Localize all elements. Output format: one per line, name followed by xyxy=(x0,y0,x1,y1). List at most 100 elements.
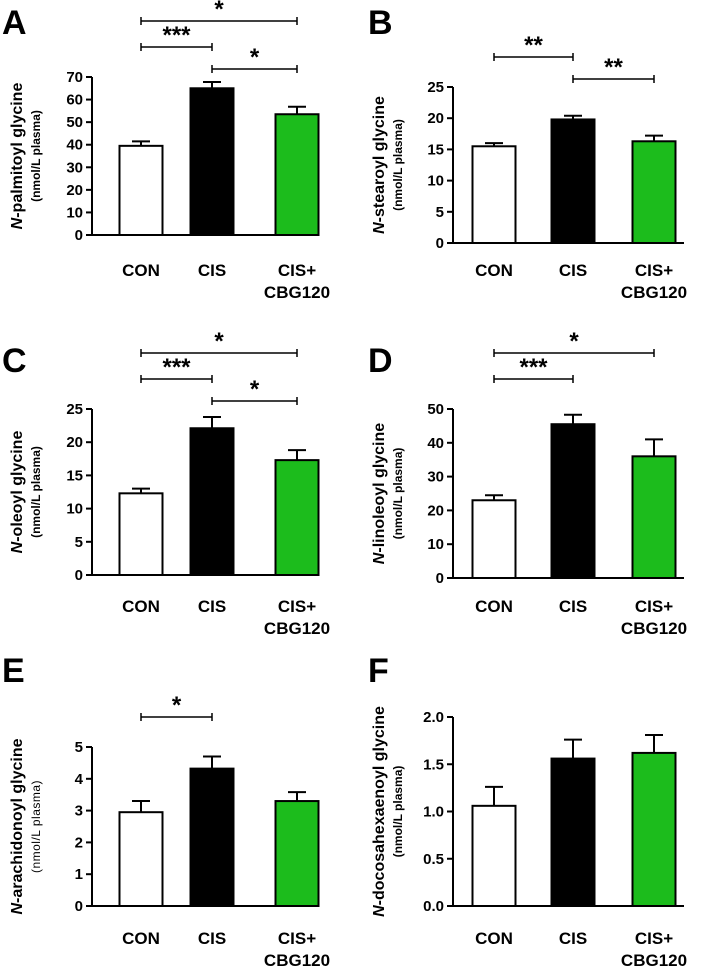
significance-label: * xyxy=(172,692,182,719)
significance-label: * xyxy=(250,44,260,71)
category-label: CIS+ xyxy=(635,929,673,948)
y-tick-label: 40 xyxy=(427,435,444,452)
panel-letter: E xyxy=(2,652,25,690)
significance-label: * xyxy=(569,328,579,355)
y-tick-label: 60 xyxy=(66,92,83,109)
panel-d: D 0 10 20 30 40 50 CON CIS CIS+ CBG120 N-linoleoyl … xyxy=(368,328,687,638)
panel-letter: B xyxy=(368,4,393,42)
y-tick-label: 0.0 xyxy=(423,898,444,915)
bar-con xyxy=(118,811,164,907)
bar-cis xyxy=(189,427,235,577)
y-tick-label: 0 xyxy=(436,570,444,587)
panel-b: B 0 5 10 15 20 25 CON CIS CIS+ CBG120 N-stearoyl gl… xyxy=(368,4,687,302)
panel-e: E 0 1 2 3 4 5 CON CIS CIS+ CBG120 N-arachidonoyl gl… xyxy=(2,652,330,970)
bar-cis-plus-cbg120 xyxy=(274,459,320,576)
category-label: CIS+ xyxy=(278,597,316,616)
category-label: CIS xyxy=(559,929,587,948)
y-tick-label: 30 xyxy=(427,469,444,486)
category-label: CIS+ xyxy=(278,929,316,948)
significance-label: *** xyxy=(162,22,191,49)
bar-cis-plus-cbg120 xyxy=(274,113,320,236)
y-tick-label: 1.0 xyxy=(423,804,444,821)
y-tick-label: 1 xyxy=(75,866,83,883)
y-tick-label: 10 xyxy=(66,204,83,221)
bar-cis xyxy=(550,423,596,579)
y-tick-label: 0 xyxy=(436,235,444,252)
significance-label: * xyxy=(250,376,260,403)
bar-cis xyxy=(189,767,235,908)
y-axis-label: N-arachidonoyl glycine xyxy=(9,738,26,914)
y-tick-label: 5 xyxy=(436,204,444,221)
bar-con xyxy=(471,145,517,244)
bar-cis xyxy=(550,757,596,908)
y-tick-label: 0 xyxy=(75,567,83,584)
y-tick-label: 20 xyxy=(427,502,444,519)
y-axis-unit: (nmol/L plasma) xyxy=(29,446,43,538)
category-label: CBG120 xyxy=(264,951,330,970)
category-label: CBG120 xyxy=(264,283,330,302)
significance-label: ** xyxy=(604,54,623,81)
y-axis-label: N-linoleoyl glycine xyxy=(371,423,388,564)
bar-cis xyxy=(189,87,235,236)
category-label: CON xyxy=(122,929,160,948)
bar-cis-plus-cbg120 xyxy=(631,455,677,580)
y-tick-label: 2.0 xyxy=(423,709,444,726)
category-label: CBG120 xyxy=(621,619,687,638)
panel-letter: F xyxy=(368,652,389,690)
significance-label: * xyxy=(214,0,224,23)
y-tick-label: 0 xyxy=(75,227,83,244)
y-tick-label: 15 xyxy=(66,467,83,484)
y-tick-label: 0.5 xyxy=(423,851,444,868)
category-label: CBG120 xyxy=(264,619,330,638)
y-tick-label: 10 xyxy=(427,536,444,553)
significance-label: ** xyxy=(524,32,543,59)
y-tick-label: 10 xyxy=(66,501,83,518)
y-tick-label: 50 xyxy=(427,401,444,418)
category-label: CIS+ xyxy=(278,261,316,280)
category-label: CON xyxy=(122,597,160,616)
category-label: CIS xyxy=(198,597,226,616)
category-label: CIS xyxy=(198,261,226,280)
significance-label: * xyxy=(214,328,224,355)
category-label: CIS+ xyxy=(635,597,673,616)
y-tick-label: 20 xyxy=(66,434,83,451)
y-tick-label: 5 xyxy=(75,739,83,756)
category-label: CBG120 xyxy=(621,283,687,302)
y-axis-unit: (nmol/L plasma) xyxy=(29,780,43,873)
bar-cis-plus-cbg120 xyxy=(274,800,320,907)
category-label: CON xyxy=(475,597,513,616)
category-label: CON xyxy=(122,261,160,280)
bar-con xyxy=(118,144,164,236)
y-tick-label: 4 xyxy=(75,771,84,788)
panel-f: F 0.0 0.5 1.0 1.5 2.0 CON CIS CIS+ CBG120 N-docosa… xyxy=(368,652,687,970)
y-tick-label: 30 xyxy=(66,159,83,176)
panel-a: A 0 10 20 30 40 50 60 70 CON CIS CIS+ CBG120 N-palmit… xyxy=(2,0,330,302)
y-tick-label: 10 xyxy=(427,173,444,190)
category-label: CON xyxy=(475,261,513,280)
y-tick-label: 5 xyxy=(75,534,83,551)
y-tick-label: 20 xyxy=(66,182,83,199)
significance-label: *** xyxy=(162,354,191,381)
category-label: CIS xyxy=(198,929,226,948)
y-tick-label: 25 xyxy=(427,79,444,96)
y-axis-unit: (nmol/L plasma) xyxy=(391,119,405,211)
y-axis-label: N-palmitoyl glycine xyxy=(9,83,26,230)
category-label: CIS+ xyxy=(635,261,673,280)
y-tick-label: 1.5 xyxy=(423,756,444,773)
y-tick-label: 50 xyxy=(66,114,83,131)
category-label: CON xyxy=(475,929,513,948)
y-tick-label: 40 xyxy=(66,137,83,154)
y-tick-label: 70 xyxy=(66,69,83,86)
panel-letter: C xyxy=(2,342,27,380)
bar-cis-plus-cbg120 xyxy=(631,140,677,244)
y-tick-label: 3 xyxy=(75,803,83,820)
y-axis-unit: (nmol/L plasma) xyxy=(29,110,43,202)
category-label: CBG120 xyxy=(621,951,687,970)
significance-label: *** xyxy=(519,354,548,381)
panel-c: C 0 5 10 15 20 25 CON CIS CIS+ CBG120 N-oleoyl glyc… xyxy=(2,328,330,638)
y-tick-label: 20 xyxy=(427,110,444,127)
y-axis-label: N-stearoyl glycine xyxy=(371,96,388,234)
bar-cis-plus-cbg120 xyxy=(631,751,677,907)
y-tick-label: 15 xyxy=(427,141,444,158)
y-tick-label: 25 xyxy=(66,401,83,418)
